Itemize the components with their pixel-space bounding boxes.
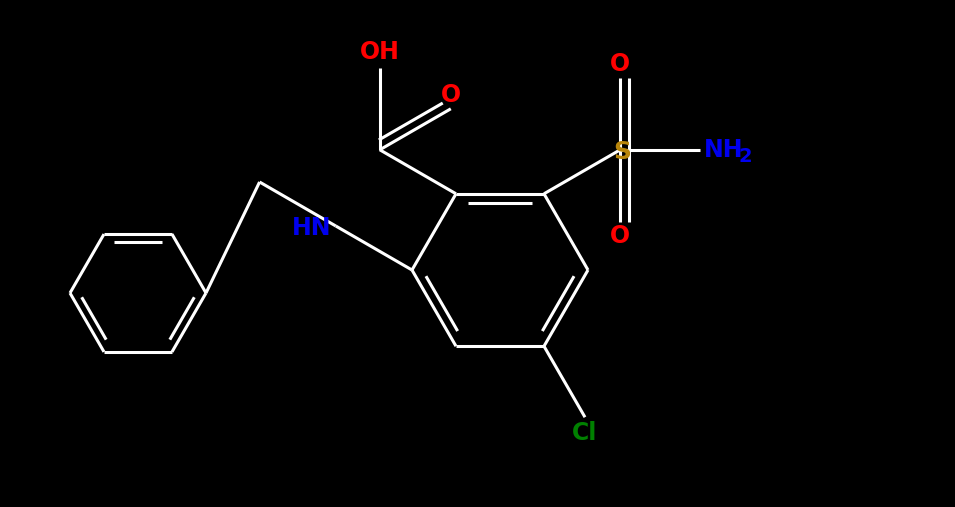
Text: S: S xyxy=(613,140,631,164)
Text: OH: OH xyxy=(360,40,400,64)
Text: Cl: Cl xyxy=(572,421,598,445)
Text: 2: 2 xyxy=(738,148,752,166)
Text: O: O xyxy=(441,83,461,107)
Text: HN: HN xyxy=(292,216,331,240)
Text: O: O xyxy=(610,224,630,248)
Text: O: O xyxy=(610,52,630,76)
Text: NH: NH xyxy=(704,138,744,162)
